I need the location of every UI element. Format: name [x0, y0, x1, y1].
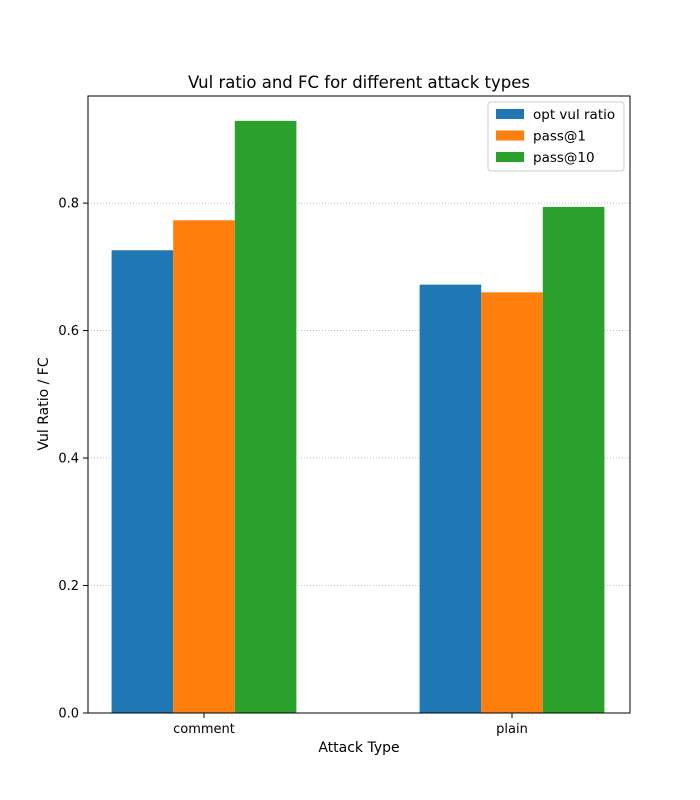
legend-swatch: [496, 130, 524, 141]
legend-swatch: [496, 109, 524, 119]
x-axis: comment plain: [173, 713, 528, 737]
y-axis: 0.0 0.2 0.4 0.6 0.8: [58, 197, 88, 722]
legend-label: pass@1: [533, 129, 586, 145]
chart-title: Vul ratio and FC for different attack ty…: [188, 73, 530, 92]
legend-label: opt vul ratio: [533, 107, 615, 123]
y-tick-label: 0.6: [58, 324, 79, 339]
y-tick-label: 0.0: [58, 707, 79, 722]
plot-frame: [87, 95, 631, 714]
legend: opt vul ratio pass@1 pass@10: [487, 101, 625, 172]
y-tick-label: 0.2: [58, 579, 79, 594]
legend-swatch: [496, 152, 524, 162]
bar-pass-10-plain: [542, 206, 605, 713]
bar-pass-1-plain: [481, 292, 543, 713]
y-axis-label: Vul Ratio / FC: [36, 357, 52, 450]
bar-pass-10-comment: [234, 120, 297, 714]
bar-opt-vul-ratio-comment: [111, 250, 174, 713]
legend-label: pass@10: [533, 150, 595, 166]
bar-pass-1-comment: [173, 220, 235, 713]
x-tick-label: plain: [496, 722, 528, 737]
x-axis-label: Attack Type: [318, 740, 399, 756]
y-tick-label: 0.4: [58, 452, 79, 467]
y-tick-label: 0.8: [58, 197, 79, 212]
bar-opt-vul-ratio-plain: [419, 284, 482, 713]
bars: [111, 120, 605, 714]
x-tick-label: comment: [173, 722, 235, 737]
